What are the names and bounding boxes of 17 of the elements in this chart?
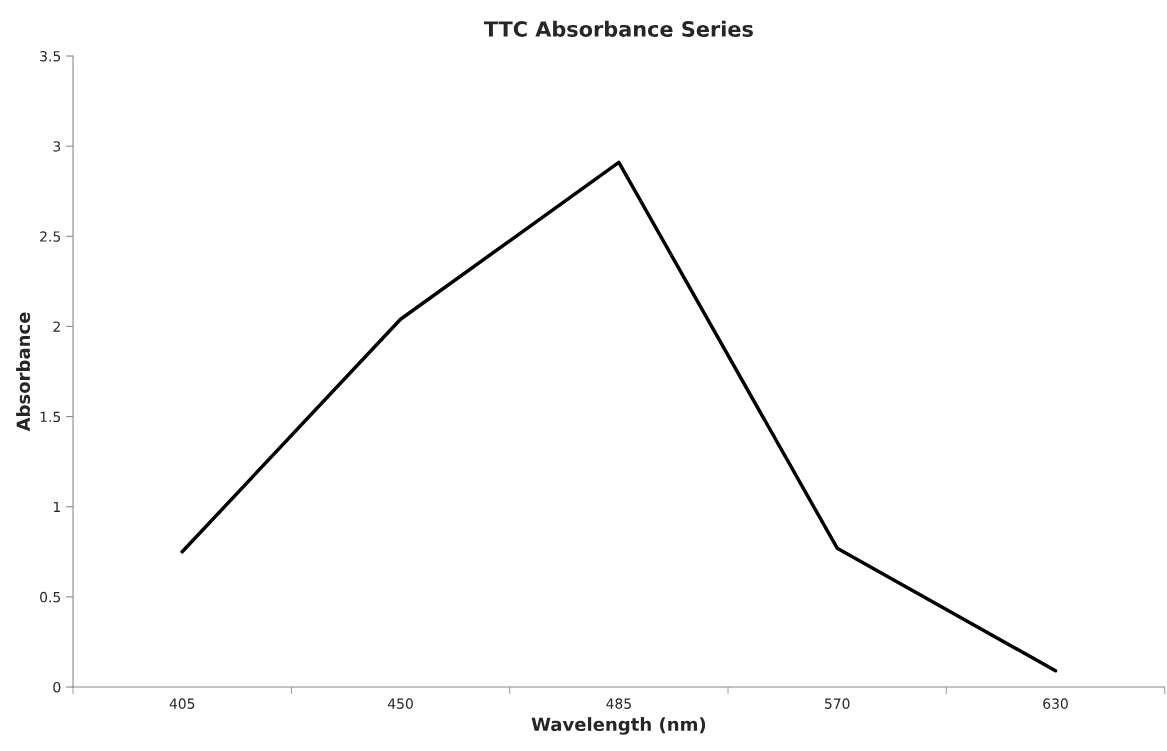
x-tick-label: 405 [169,698,195,709]
y-tick-label: 0 [53,681,61,693]
x-tick-label: 570 [825,698,850,709]
x-tick-label: 630 [1043,698,1068,709]
x-tick-label: 450 [387,698,413,709]
y-tick-label: 3 [53,141,61,152]
x-axis-title: Wavelength (nm) [531,717,706,735]
y-tick-label: 1 [53,501,60,513]
x-tick-label: 485 [606,698,631,709]
chart-title: TTC Absorbance Series [483,20,753,37]
y-tick-label: 1.5 [40,411,61,423]
y-tick-label: 3.5 [40,50,61,62]
line-series [180,160,1058,673]
y-tick-label: 0.5 [40,591,61,603]
y-axis-title: Absorbance [16,312,31,432]
y-tick-label: 2 [53,321,60,332]
y-tick-label: 2.5 [40,231,61,242]
